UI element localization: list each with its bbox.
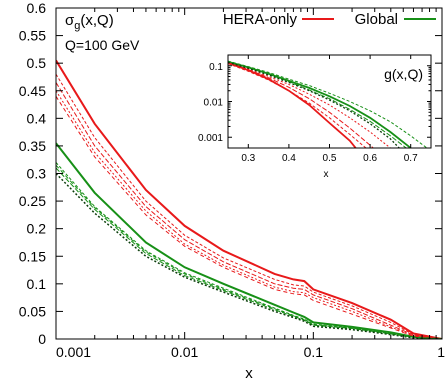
inset-plot: 0.3 0.4 0.5 0.6 0.7 0.1 0.01 0.001 x g(x,Q) [198, 54, 432, 180]
main-series-group [56, 59, 442, 339]
inset-series-line-8 [228, 61, 401, 148]
main-y-tick-label-1: 0 [38, 331, 46, 347]
main-y-tick-label-4: 0.15 [19, 248, 46, 264]
sigma-symbol: σ [65, 12, 75, 29]
main-series-line-7 [56, 162, 442, 339]
main-y-axis: 0 0.05 0.1 0.15 0.2 0.25 0.3 0.35 0.4 0.45 0.5 0.55… [19, 0, 442, 347]
legend-label-hera-only: HERA-only [223, 11, 298, 28]
inset-x-axis-label: x [324, 169, 329, 180]
main-y-tick-label-3: 0.1 [27, 276, 47, 292]
main-series-line-8 [56, 167, 442, 339]
inset-series-line-5 [228, 62, 392, 148]
main-y-tick-label-12: 0.55 [19, 28, 46, 44]
main-series-line-2 [56, 142, 442, 339]
main-series-line-6 [56, 96, 442, 339]
inset-y-tick-label-1: 0.1 [209, 62, 223, 73]
inset-x-tick-label-2: 0.4 [282, 153, 296, 164]
scale-annotation: Q=100 GeV [65, 37, 140, 53]
main-x-axis: 0.001 0.01 0.1 1 [55, 8, 445, 360]
inset-x-tick-label-3: 0.5 [323, 153, 337, 164]
main-y-tick-label-13: 0.6 [27, 0, 47, 16]
inset-series-line-4 [228, 61, 375, 148]
main-y-tick-label-9: 0.4 [27, 110, 47, 126]
inset-series-line-1 [228, 62, 357, 148]
inset-x-axis: 0.3 0.4 0.5 0.6 0.7 [241, 55, 418, 164]
main-y-tick-label-5: 0.2 [27, 221, 47, 237]
legend: HERA-only Global [223, 11, 436, 28]
inset-x-tick-label-5: 0.7 [404, 153, 418, 164]
main-series-line-3 [56, 73, 442, 339]
main-y-tick-label-8: 0.35 [19, 138, 46, 154]
inset-series-line-7 [228, 61, 407, 148]
main-x-tick-label-2: 0.01 [171, 344, 198, 360]
inset-series-line-6 [228, 60, 428, 148]
inset-series-line-3 [228, 63, 367, 148]
inset-series-group [228, 60, 428, 148]
x-axis-label: x [245, 365, 253, 382]
inset-y-axis: 0.1 0.01 0.001 [198, 54, 431, 144]
inset-title: g(x,Q) [384, 66, 423, 82]
main-y-tick-label-2: 0.05 [19, 303, 46, 319]
main-y-tick-label-10: 0.45 [19, 83, 46, 99]
main-y-tick-label-6: 0.25 [19, 193, 46, 209]
sigma-g-annotation: σg(x,Q) [65, 12, 114, 32]
inset-x-tick-label-4: 0.6 [363, 153, 377, 164]
main-y-tick-label-7: 0.3 [27, 166, 47, 182]
main-series-line-5 [56, 90, 442, 339]
main-series-line-10 [56, 164, 442, 339]
legend-label-global: Global [355, 11, 398, 28]
inset-y-tick-label-2: 0.01 [204, 98, 224, 109]
main-y-tick-label-11: 0.5 [27, 55, 47, 71]
main-x-tick-label-3: 0.1 [304, 344, 324, 360]
main-series-line-1 [56, 59, 442, 339]
inset-x-tick-label-1: 0.3 [241, 153, 255, 164]
inset-y-tick-label-3: 0.001 [198, 133, 223, 144]
main-x-tick-label-1: 0.001 [56, 344, 91, 360]
main-series-line-9 [56, 172, 442, 339]
sigma-subscript: g [74, 20, 80, 32]
sigma-args: (x,Q) [80, 12, 113, 29]
main-plot: 0.001 0.01 0.1 1 0 0.05 0.1 0.15 0.2 0.25 0.3 0.35… [19, 0, 445, 382]
main-x-tick-label-4: 1 [437, 344, 445, 360]
main-series-line-4 [56, 82, 442, 339]
